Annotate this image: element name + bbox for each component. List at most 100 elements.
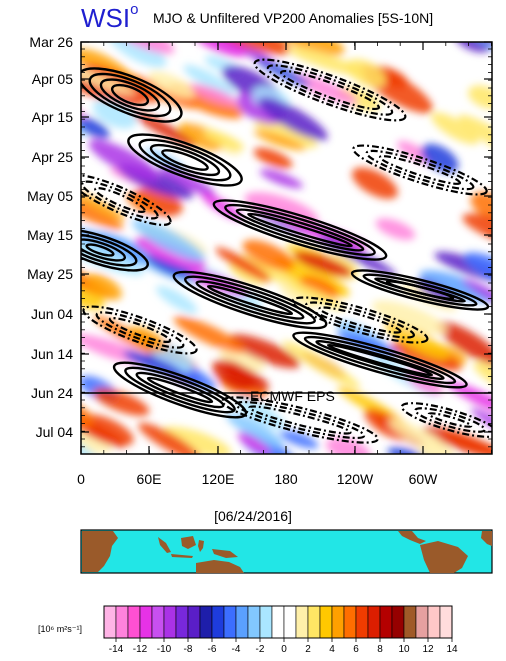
anomaly-blob bbox=[279, 430, 319, 449]
positive-contour bbox=[362, 273, 478, 307]
anomaly-blob bbox=[128, 326, 167, 352]
land-sumatra bbox=[158, 537, 171, 553]
anomaly-blob bbox=[81, 421, 113, 454]
y-tick-label: Jun 24 bbox=[31, 385, 73, 401]
anomaly-blob bbox=[462, 213, 492, 250]
colorbar-swatch bbox=[307, 605, 321, 639]
colorbar-tick-label: -12 bbox=[133, 644, 148, 655]
colorbar-swatch bbox=[379, 605, 393, 639]
negative-contour bbox=[352, 144, 488, 196]
land-australia bbox=[196, 560, 244, 573]
anomaly-blob bbox=[253, 147, 293, 169]
y-tick-label: May 05 bbox=[27, 188, 73, 204]
anomaly-blob bbox=[223, 363, 269, 392]
anomaly-blob bbox=[375, 218, 416, 240]
positive-contour bbox=[124, 366, 236, 414]
anomaly-blob bbox=[155, 285, 198, 314]
anomaly-blob bbox=[202, 130, 245, 151]
positive-contour bbox=[247, 212, 353, 248]
colorbar-frame bbox=[103, 605, 453, 639]
anomaly-blob bbox=[173, 316, 246, 354]
colorbar-swatch bbox=[115, 605, 129, 639]
colorbar-swatch bbox=[187, 605, 201, 639]
colorbar-swatch bbox=[427, 605, 441, 639]
colorbar-tick-label: -8 bbox=[184, 644, 193, 655]
colorbar-swatch bbox=[103, 605, 117, 639]
anomaly-blob bbox=[419, 270, 492, 303]
colorbar-swatch bbox=[283, 605, 297, 639]
positive-contour bbox=[235, 208, 365, 252]
anomaly-blob bbox=[160, 426, 232, 454]
colorbar-tick-label: -2 bbox=[256, 644, 265, 655]
negative-contour bbox=[81, 180, 159, 220]
anomaly-blob bbox=[273, 42, 345, 56]
anomaly-blob bbox=[219, 348, 266, 372]
anomaly-blob bbox=[85, 273, 122, 300]
colorbar-swatch bbox=[163, 605, 177, 639]
anomaly-blob bbox=[390, 341, 462, 372]
land-java bbox=[171, 554, 193, 558]
map-date-label: [06/24/2016] bbox=[214, 508, 292, 524]
positive-contour bbox=[224, 203, 376, 257]
colorbar-swatch bbox=[391, 605, 405, 639]
x-tick-label: 0 bbox=[77, 471, 85, 487]
negative-contour bbox=[248, 405, 352, 435]
y-tick-label: Jul 04 bbox=[36, 424, 74, 440]
colorbar-swatch bbox=[271, 605, 285, 639]
positive-contour bbox=[81, 238, 127, 262]
x-tick-label: 60W bbox=[409, 471, 439, 487]
x-axis: 0 60E 120E 180 120W 60W bbox=[77, 42, 492, 487]
positive-contour bbox=[184, 275, 316, 325]
map-land bbox=[82, 531, 492, 573]
anomaly-blob bbox=[81, 273, 105, 310]
y-axis: Mar 26 Apr 05 Apr 15 Apr 25 May 05 May 15 May … bbox=[27, 34, 492, 448]
anomaly-blob bbox=[229, 334, 301, 369]
anomaly-blob bbox=[253, 130, 306, 151]
anomaly-blob bbox=[81, 190, 124, 230]
colorbar-units: [10⁶ m²s⁻¹] bbox=[38, 624, 82, 634]
y-tick-label: Jun 04 bbox=[31, 306, 73, 322]
colorbar-swatch bbox=[367, 605, 381, 639]
colorbar-swatch bbox=[343, 605, 357, 639]
colorbar-swatch bbox=[223, 605, 237, 639]
positive-contour bbox=[81, 228, 149, 272]
colorbar-swatch bbox=[199, 605, 213, 639]
anomaly-blob bbox=[81, 191, 127, 222]
positive-contour bbox=[161, 149, 209, 171]
y-tick-label: Apr 15 bbox=[32, 109, 73, 125]
colorbar-tick-label: -4 bbox=[232, 644, 241, 655]
colorbar-swatch bbox=[295, 605, 309, 639]
anomaly-blob bbox=[183, 64, 236, 97]
colorbar-tick-label: 8 bbox=[377, 644, 383, 655]
colorbar-swatch bbox=[211, 605, 225, 639]
anomaly-blob bbox=[254, 119, 318, 148]
land-africa bbox=[82, 531, 118, 572]
anomaly-blob bbox=[131, 219, 206, 262]
anomaly-blob bbox=[470, 408, 492, 447]
anomaly-blob bbox=[138, 422, 201, 454]
anomaly-blob bbox=[470, 191, 492, 221]
negative-contour bbox=[291, 296, 429, 344]
anomaly-blob bbox=[300, 275, 339, 299]
colorbar-tick-label: -14 bbox=[109, 644, 124, 655]
positive-contour bbox=[292, 331, 468, 389]
negative-contour bbox=[108, 316, 172, 344]
land-south-america bbox=[420, 541, 468, 573]
negative-contour bbox=[378, 155, 462, 185]
colorbar-swatch bbox=[403, 605, 417, 639]
anomaly-blob bbox=[286, 46, 367, 77]
x-tick-label: 120E bbox=[202, 471, 235, 487]
anomaly-blob bbox=[293, 251, 353, 277]
negative-contour bbox=[82, 305, 198, 355]
anomaly-blob bbox=[189, 42, 247, 58]
colorbar-tick-label: -6 bbox=[208, 644, 217, 655]
positive-contour bbox=[350, 269, 490, 311]
anomaly-blob bbox=[279, 282, 319, 309]
negative-contour bbox=[414, 407, 486, 433]
colorbar-tick-label: 10 bbox=[398, 644, 410, 655]
x-tick-label: 60E bbox=[137, 471, 162, 487]
x-tick-label: 120W bbox=[337, 471, 374, 487]
colorbar-swatch bbox=[415, 605, 429, 639]
